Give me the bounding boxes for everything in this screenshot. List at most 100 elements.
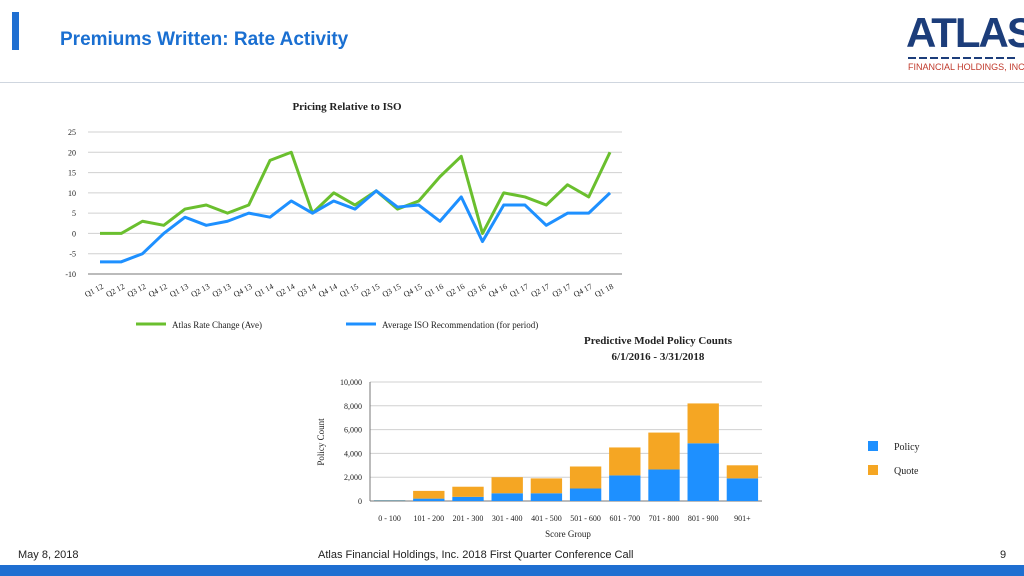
- chart2-bar-policy-0: [373, 500, 406, 501]
- chart2-bar-policy-4: [530, 493, 563, 501]
- chart2-bar-quote-1: [413, 490, 445, 499]
- chart1-y-tick: 10: [68, 189, 76, 198]
- chart2-x-tick: 601 - 700: [609, 514, 640, 523]
- chart2-x-tick: 701 - 800: [649, 514, 680, 523]
- chart1-x-tick: Q2 13: [189, 282, 211, 299]
- chart1-x-tick: Q1 12: [83, 282, 105, 299]
- logo-subtitle: FINANCIAL HOLDINGS, INC.: [908, 62, 1024, 72]
- legend-label-atlas-rate: Atlas Rate Change (Ave): [172, 320, 262, 330]
- chart2-x-tick: 801 - 900: [688, 514, 719, 523]
- title-accent-bar: [12, 12, 19, 50]
- atlas-logo: ATLAS FINANCIAL HOLDINGS, INC.: [904, 8, 1024, 78]
- chart2-bar-quote-9: [726, 465, 759, 479]
- chart2-y-tick: 10,000: [340, 378, 362, 387]
- chart2-bar-policy-3: [491, 493, 523, 501]
- chart2-x-axis-label: Score Group: [545, 529, 591, 539]
- legend-label-quote: Quote: [894, 466, 919, 477]
- chart1-y-tick: 5: [72, 209, 76, 218]
- chart1-y-tick: 20: [68, 148, 76, 157]
- chart1-y-tick: 25: [68, 128, 76, 137]
- chart1-series-line-0: [100, 150, 612, 235]
- chart1-x-tick: Q2 14: [274, 282, 296, 299]
- chart2-subtitle: 6/1/2016 - 3/31/2018: [612, 351, 705, 363]
- chart2-y-tick: 8,000: [344, 402, 362, 411]
- chart2-x-tick: 901+: [734, 514, 751, 523]
- chart2-x-tick-labels: 0 - 100 101 - 200 201 - 300 301 - 400 401 - …: [378, 514, 751, 523]
- chart2-bar-policy-1: [413, 498, 445, 501]
- chart2-y-axis-label: Policy Count: [316, 418, 326, 466]
- footer-date: May 8, 2018: [18, 549, 79, 561]
- chart1-legend: Atlas Rate Change (Ave) Average ISO Reco…: [136, 320, 538, 330]
- chart1-x-tick: Q2 17: [529, 282, 551, 299]
- page-number: 9: [1000, 549, 1007, 561]
- chart1-y-tick: 0: [72, 229, 76, 238]
- chart1-x-tick: Q1 13: [168, 282, 190, 299]
- chart2-y-tick: 4,000: [344, 449, 362, 458]
- chart2-x-tick: 301 - 400: [492, 514, 523, 523]
- chart1-x-tick: Q3 16: [466, 282, 488, 299]
- footer-event-title: Atlas Financial Holdings, Inc. 2018 Firs…: [318, 549, 634, 561]
- chart2-y-tick: 0: [358, 497, 362, 506]
- chart2-bar-policy-7: [648, 469, 680, 501]
- chart1-y-tick: 15: [68, 169, 76, 178]
- chart2-bar-quote-3: [491, 477, 523, 494]
- chart2-bar-quote-5: [569, 466, 602, 489]
- chart2-bar-policy-5: [569, 488, 602, 501]
- chart2-x-tick: 101 - 200: [413, 514, 444, 523]
- chart1-x-tick: Q3 15: [381, 282, 403, 299]
- chart2-bar-quote-6: [609, 447, 641, 476]
- chart2-legend: Policy Quote: [868, 441, 920, 477]
- chart2-bar-policy-8: [687, 443, 719, 501]
- chart1-x-tick: Q4 15: [402, 282, 424, 299]
- chart1-x-tick: Q4 16: [487, 282, 509, 299]
- slide-title: Premiums Written: Rate Activity: [60, 29, 349, 50]
- chart1-y-tick: -10: [65, 270, 76, 279]
- logo-wordmark: ATLAS: [906, 9, 1024, 56]
- chart1-x-tick: Q3 13: [211, 282, 233, 299]
- chart1-series-line-1: [100, 189, 612, 264]
- chart1-x-tick: Q1 17: [508, 282, 530, 299]
- chart1-x-tick: Q2 16: [444, 282, 466, 299]
- chart1-x-tick: Q4 14: [317, 282, 339, 299]
- chart2-bar-policy-9: [726, 478, 759, 501]
- legend-label-iso-recommendation: Average ISO Recommendation (for period): [382, 320, 538, 330]
- chart1-y-tick-labels: -10 -5 0 5 10 15 20 25: [65, 128, 76, 279]
- policy-counts-bar-chart: Predictive Model Policy Counts 6/1/2016 …: [316, 335, 920, 539]
- chart1-x-tick: Q4 13: [232, 282, 254, 299]
- chart1-x-tick: Q1 18: [593, 282, 615, 299]
- chart2-bar-quote-8: [687, 403, 719, 444]
- chart1-title: Pricing Relative to ISO: [292, 101, 402, 113]
- chart2-y-tick: 2,000: [344, 473, 362, 482]
- chart1-x-tick: Q2 12: [104, 282, 126, 299]
- chart1-y-tick: -5: [69, 250, 76, 259]
- chart1-x-tick: Q4 12: [147, 282, 169, 299]
- chart1-x-tick: Q1 15: [338, 282, 360, 299]
- legend-swatch-quote: [868, 465, 878, 475]
- chart2-y-tick-labels: 0 2,000 4,000 6,000 8,000 10,000: [340, 378, 362, 506]
- chart2-bar-policy-6: [609, 475, 641, 501]
- chart1-x-tick: Q2 15: [359, 282, 381, 299]
- logo-dashed-rule: [908, 57, 1016, 59]
- header-divider: [0, 82, 1024, 83]
- footer-accent-bar: [0, 565, 1024, 576]
- chart2-x-tick: 501 - 600: [570, 514, 601, 523]
- chart1-x-tick: Q3 17: [551, 282, 573, 299]
- legend-label-policy: Policy: [894, 442, 920, 453]
- chart1-x-tick: Q1 14: [253, 282, 275, 299]
- chart1-x-tick: Q3 12: [126, 282, 148, 299]
- chart2-bar-policy-2: [452, 496, 484, 501]
- chart2-bar-quote-7: [648, 432, 680, 470]
- chart2-x-tick: 201 - 300: [453, 514, 484, 523]
- chart1-x-tick: Q3 14: [296, 282, 318, 299]
- chart2-x-tick: 401 - 500: [531, 514, 562, 523]
- chart2-bars: [373, 403, 759, 501]
- chart1-x-tick: Q1 16: [423, 282, 445, 299]
- chart2-bar-quote-4: [530, 478, 563, 494]
- pricing-line-chart: Pricing Relative to ISO -10-50510152025 …: [65, 101, 622, 330]
- legend-swatch-policy: [868, 441, 878, 451]
- chart1-x-tick-labels: Q1 12 Q2 12 Q3 12 Q4 12 Q1 13 Q2 13 Q3 13 Q4 13…: [83, 282, 615, 299]
- chart2-y-tick: 6,000: [344, 426, 362, 435]
- chart2-title: Predictive Model Policy Counts: [584, 335, 733, 347]
- chart1-series: [100, 150, 612, 264]
- chart1-x-tick: Q4 17: [572, 282, 594, 299]
